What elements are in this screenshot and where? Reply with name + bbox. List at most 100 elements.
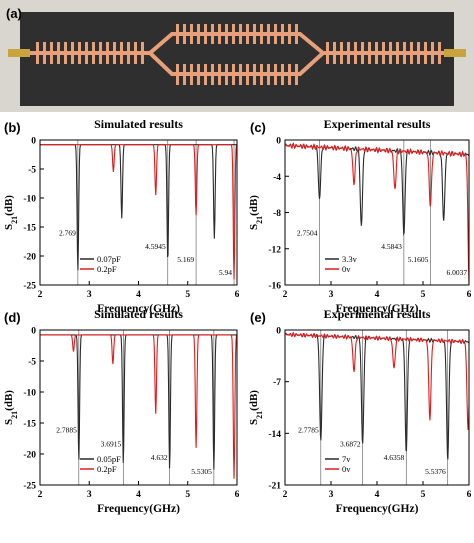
plot-frame bbox=[284, 329, 470, 486]
stub bbox=[36, 42, 39, 51]
stub bbox=[431, 42, 434, 51]
stub bbox=[333, 42, 336, 51]
frequency-annotation: 2.7885 bbox=[56, 425, 77, 434]
y-tick-label: -10 bbox=[23, 389, 36, 399]
x-tick-label: 6 bbox=[467, 490, 472, 500]
legend-label-0v: 0v bbox=[342, 264, 351, 274]
x-tick-label: 4 bbox=[136, 290, 141, 300]
frequency-annotation: 6.0037 bbox=[447, 268, 468, 277]
y-tick-label: -14 bbox=[268, 430, 281, 440]
stub bbox=[239, 76, 242, 85]
stub bbox=[218, 24, 221, 33]
stub bbox=[218, 64, 221, 72]
chart-panel-e: (e) Experimental results 2 3 4 5 6 0 -7 -14 -21 Fre… bbox=[248, 307, 472, 515]
series-line-0v bbox=[285, 331, 469, 430]
stub bbox=[92, 42, 95, 51]
stub bbox=[141, 55, 144, 64]
stub bbox=[354, 55, 357, 64]
x-tick-label: 5 bbox=[185, 490, 190, 500]
upper-branch bbox=[148, 32, 325, 55]
stub bbox=[218, 36, 221, 44]
series-line-7v bbox=[285, 331, 469, 460]
y-tick-label: 0 bbox=[31, 327, 36, 337]
frequency-annotation: 4.5945 bbox=[145, 242, 166, 251]
stub bbox=[361, 42, 364, 51]
stub bbox=[260, 24, 263, 33]
frequency-annotation: 3.6872 bbox=[340, 439, 361, 448]
stub bbox=[197, 64, 200, 72]
y-tick-label: -12 bbox=[268, 245, 281, 255]
stub bbox=[295, 36, 298, 44]
series-line-0v bbox=[285, 142, 469, 285]
stub bbox=[225, 24, 228, 33]
stub bbox=[253, 24, 256, 33]
frequency-annotation: 5.5376 bbox=[425, 467, 446, 476]
x-tick-label: 2 bbox=[38, 290, 43, 300]
y-tick-label: -16 bbox=[268, 282, 281, 292]
x-tick-label: 2 bbox=[283, 290, 288, 300]
x-tick-label: 5 bbox=[185, 290, 190, 300]
frequency-annotation: 5.5305 bbox=[191, 467, 212, 476]
stub bbox=[211, 36, 214, 44]
stub bbox=[232, 76, 235, 85]
legend-label-0.2pF: 0.2pF bbox=[97, 464, 117, 474]
series-line-0.05pF bbox=[40, 334, 237, 470]
stub bbox=[120, 55, 123, 64]
stub bbox=[43, 42, 46, 51]
stub bbox=[267, 24, 270, 33]
x-axis-label: Frequency(GHz) bbox=[336, 503, 419, 515]
stub bbox=[134, 55, 137, 64]
stub bbox=[176, 64, 179, 72]
stub bbox=[274, 36, 277, 44]
stub bbox=[183, 36, 186, 44]
stub bbox=[267, 36, 270, 44]
series-line-3.3v bbox=[285, 142, 469, 236]
stub bbox=[253, 76, 256, 85]
stub bbox=[274, 24, 277, 33]
x-tick-label: 4 bbox=[375, 290, 380, 300]
y-axis-label: S21(dB) bbox=[3, 195, 19, 230]
series-line-0.2pF bbox=[40, 144, 237, 280]
frequency-annotation: 5.94 bbox=[219, 268, 232, 277]
stub bbox=[113, 55, 116, 64]
stub bbox=[403, 55, 406, 64]
stub bbox=[431, 55, 434, 64]
stub bbox=[57, 42, 60, 51]
stub bbox=[347, 55, 350, 64]
stub bbox=[183, 76, 186, 85]
stub bbox=[274, 64, 277, 72]
legend-label-0v: 0v bbox=[342, 464, 351, 474]
y-axis-label: S21(dB) bbox=[248, 390, 264, 425]
stub bbox=[340, 42, 343, 51]
x-tick-label: 2 bbox=[38, 490, 43, 500]
x-tick-label: 6 bbox=[235, 290, 240, 300]
stub bbox=[190, 36, 193, 44]
x-axis-label: Frequency(GHz) bbox=[336, 303, 419, 315]
stub bbox=[267, 76, 270, 85]
stub bbox=[246, 64, 249, 72]
legend-label-0.05pF: 0.05pF bbox=[97, 454, 121, 464]
stub bbox=[106, 42, 109, 51]
stub bbox=[211, 24, 214, 33]
stub bbox=[197, 76, 200, 85]
frequency-annotation: 4.632 bbox=[151, 453, 168, 462]
lower-branch bbox=[148, 51, 325, 76]
y-tick-label: -5 bbox=[28, 358, 36, 368]
stub bbox=[50, 42, 53, 51]
stub bbox=[204, 64, 207, 72]
copper-trace bbox=[8, 24, 466, 85]
x-tick-label: 5 bbox=[421, 290, 426, 300]
stub bbox=[382, 42, 385, 51]
chart-panels: (b) Simulated results 2 3 4 5 6 0 -5 -10 -15 -20 -25… bbox=[3, 117, 472, 515]
stub bbox=[64, 55, 67, 64]
stub bbox=[183, 64, 186, 72]
legend-label-0.2pF: 0.2pF bbox=[97, 264, 117, 274]
stub bbox=[396, 42, 399, 51]
stub bbox=[218, 76, 221, 85]
x-tick-label: 6 bbox=[235, 490, 240, 500]
stub bbox=[326, 42, 329, 51]
stub bbox=[389, 42, 392, 51]
stub bbox=[57, 55, 60, 64]
stub bbox=[134, 42, 137, 51]
stub bbox=[190, 24, 193, 33]
